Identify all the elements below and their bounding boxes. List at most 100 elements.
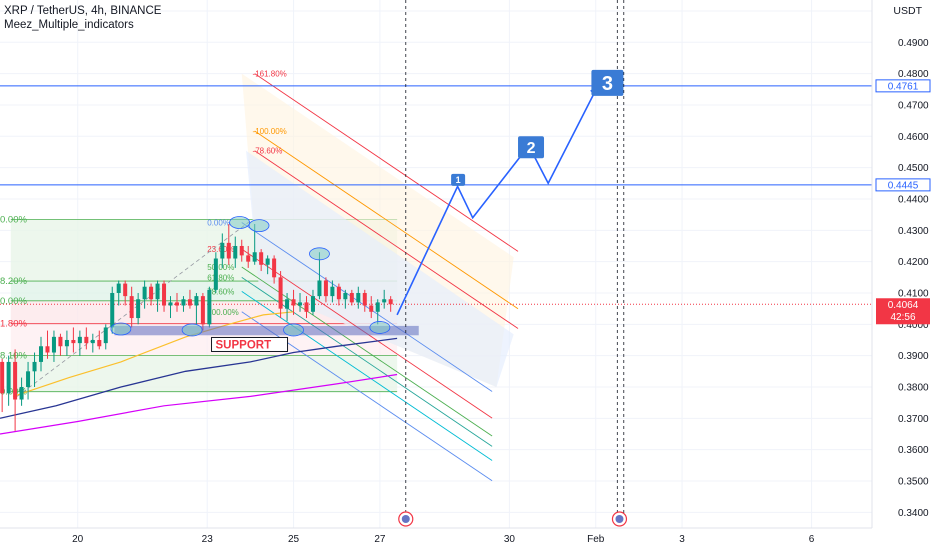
annotations: SUPPORT (110, 0, 628, 527)
support-label-box (211, 336, 289, 352)
candle-body (71, 339, 76, 344)
candle-body (90, 339, 95, 344)
candle-body (77, 336, 82, 344)
support-zone (114, 325, 419, 336)
ma-magenta-line (0, 373, 398, 435)
wave-label: 1 (456, 175, 461, 185)
price-label-box (875, 79, 931, 93)
candle-body (285, 299, 290, 309)
candle-body (194, 296, 199, 306)
candle-body (343, 292, 348, 300)
pivot-highlight (181, 323, 203, 337)
candle-body (207, 289, 212, 325)
fib-zone (10, 355, 398, 392)
x-tick-label: 6 (809, 534, 815, 545)
fib-inner-label: 61.80% (207, 273, 234, 282)
candle-body (6, 361, 11, 394)
fib-inner-label: 78.60% (207, 287, 234, 296)
candle-body (317, 280, 322, 297)
symbol-title[interactable]: XRP / TetherUS, 4h, BINANCE (4, 5, 162, 17)
candle-body (375, 302, 380, 312)
candle-body (252, 252, 257, 262)
y-tick-label: 0.4600 (898, 132, 929, 143)
candle-body (136, 299, 141, 319)
candle-body (97, 339, 102, 347)
candle-body (123, 283, 128, 297)
candle-body (149, 286, 154, 300)
candle-body (291, 299, 296, 306)
y-tick-label: 0.4000 (898, 320, 929, 331)
fib-level-label: 0.00% (0, 214, 27, 225)
candle-body (304, 302, 309, 312)
candle-body (103, 327, 108, 344)
fib-channel-line (241, 266, 493, 437)
y-tick-label: 0.3600 (898, 445, 929, 456)
candle-body (213, 258, 218, 290)
candle-body (239, 245, 244, 256)
candle-body (168, 302, 173, 306)
candle-body (200, 296, 205, 325)
candle-body (259, 252, 264, 265)
y-tick-label: 0.4200 (898, 257, 929, 268)
horizontal-lines[interactable] (0, 0, 872, 305)
candle-body (278, 277, 283, 309)
fib-inner-label: 100.00% (207, 308, 239, 317)
candle-body (0, 361, 5, 394)
candle-body (323, 280, 328, 297)
y-tick-label: 0.3400 (898, 508, 929, 519)
fib-channel-line (241, 291, 493, 461)
candle-body (220, 242, 225, 259)
candle-body (336, 286, 341, 300)
wave-label: 3 (602, 73, 613, 95)
y-tick-label: 0.4500 (898, 163, 929, 174)
event-flag-icon (615, 515, 624, 523)
fib-channel-line (254, 150, 519, 329)
candle-body (356, 292, 361, 303)
y-tick-label: 0.4800 (898, 69, 929, 80)
fib-ext-label: -78.60% (253, 147, 283, 156)
candle-body (362, 292, 367, 306)
time-axis-bg (0, 528, 872, 550)
ma-blue-line (0, 337, 398, 419)
candle-body (142, 286, 147, 300)
candle-body (84, 336, 89, 344)
candle-body (39, 346, 44, 362)
y-tick-label: 0.4100 (898, 288, 929, 299)
candle-body (32, 361, 37, 372)
fib-channel-band (246, 150, 514, 387)
candle-body (155, 283, 160, 300)
candle-body (26, 371, 31, 387)
event-flag-icon (401, 515, 410, 523)
y-tick-label: 0.3500 (898, 476, 929, 487)
candle-body (369, 305, 374, 312)
candle-body (13, 361, 18, 400)
candle-body (51, 336, 56, 353)
candle-body (64, 339, 69, 347)
y-tick-label: 0.4300 (898, 226, 929, 237)
pivot-highlight (309, 247, 330, 261)
candle-body (110, 292, 115, 328)
wave-label-box (591, 69, 624, 96)
price-label: 0.4761 (888, 81, 919, 92)
currency-label: USDT (893, 5, 922, 17)
fib-level-label: 1.80% (0, 319, 27, 330)
indicator-title[interactable]: Meez_Multiple_indicators (4, 19, 134, 31)
fib-level-label: 8.10% (0, 351, 27, 362)
candle-body (129, 296, 134, 319)
y-tick-label: 0.4400 (898, 194, 929, 205)
moving-averages (0, 311, 398, 435)
candles (0, 224, 393, 431)
x-tick-label: 25 (288, 534, 300, 545)
fib-channel-line (241, 222, 493, 392)
y-tick-label: 0.3700 (898, 414, 929, 425)
fib-ext-label: -161.80% (253, 70, 287, 79)
fib-inner-label: 0.00% (207, 218, 230, 227)
fib-level-label: 8.20% (0, 276, 27, 287)
x-tick-label: 3 (679, 534, 685, 545)
candle-body (174, 302, 179, 306)
fib-ext-label: -100.00% (253, 127, 287, 136)
fib-inner-label: 50.00% (207, 263, 234, 272)
candle-body (388, 299, 393, 305)
